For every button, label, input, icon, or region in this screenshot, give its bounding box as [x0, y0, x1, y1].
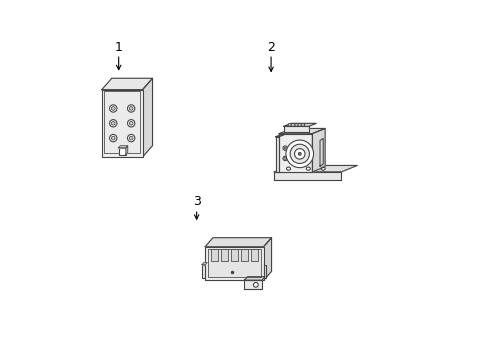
Polygon shape — [275, 137, 279, 172]
Polygon shape — [312, 129, 325, 172]
Circle shape — [284, 157, 285, 159]
Polygon shape — [244, 280, 262, 289]
Circle shape — [129, 121, 133, 125]
Polygon shape — [283, 126, 308, 132]
Bar — [250, 249, 258, 261]
Circle shape — [294, 149, 305, 159]
Bar — [210, 249, 218, 261]
Bar — [240, 249, 248, 261]
Circle shape — [109, 105, 117, 112]
Polygon shape — [283, 123, 316, 126]
Polygon shape — [202, 262, 207, 265]
Polygon shape — [118, 146, 127, 148]
Bar — [208, 249, 260, 277]
Circle shape — [109, 120, 117, 127]
Polygon shape — [279, 129, 325, 134]
Circle shape — [111, 107, 115, 110]
Bar — [104, 91, 140, 153]
Polygon shape — [205, 238, 271, 247]
Circle shape — [253, 283, 258, 287]
Ellipse shape — [294, 124, 298, 126]
Circle shape — [111, 121, 115, 125]
Circle shape — [127, 120, 135, 127]
Polygon shape — [102, 78, 152, 90]
Ellipse shape — [321, 167, 325, 170]
Ellipse shape — [287, 124, 291, 126]
Polygon shape — [205, 247, 263, 280]
Polygon shape — [279, 134, 312, 172]
Bar — [230, 249, 238, 261]
Circle shape — [111, 136, 115, 140]
Text: 3: 3 — [192, 195, 200, 208]
Circle shape — [285, 140, 313, 168]
Ellipse shape — [301, 124, 304, 126]
Bar — [202, 265, 205, 278]
Text: 2: 2 — [266, 41, 274, 54]
Polygon shape — [125, 146, 127, 154]
Circle shape — [129, 107, 133, 110]
Circle shape — [283, 156, 287, 161]
Text: 1: 1 — [115, 41, 122, 54]
Ellipse shape — [305, 167, 310, 170]
Circle shape — [283, 146, 287, 150]
Circle shape — [289, 144, 309, 163]
Circle shape — [109, 134, 117, 142]
Circle shape — [127, 134, 135, 142]
Circle shape — [127, 105, 135, 112]
Bar — [118, 148, 125, 154]
Circle shape — [129, 136, 133, 140]
Polygon shape — [244, 277, 264, 280]
Ellipse shape — [286, 167, 290, 170]
Circle shape — [298, 153, 301, 155]
Bar — [263, 265, 266, 278]
Bar — [220, 249, 228, 261]
Polygon shape — [274, 166, 357, 172]
Polygon shape — [263, 238, 271, 280]
Circle shape — [284, 147, 285, 149]
Bar — [102, 90, 142, 157]
Polygon shape — [142, 78, 152, 157]
Polygon shape — [275, 135, 284, 137]
Polygon shape — [274, 172, 341, 180]
Polygon shape — [319, 138, 323, 166]
